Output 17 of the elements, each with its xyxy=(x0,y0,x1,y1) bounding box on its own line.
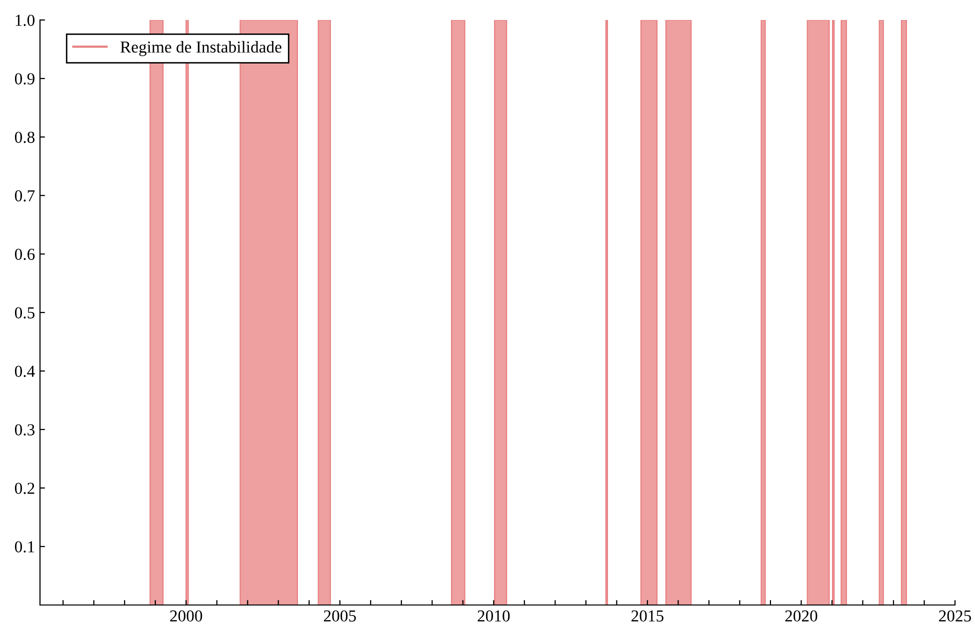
y-tick-label: 0.4 xyxy=(14,366,35,378)
x-tick-label: 2010 xyxy=(478,610,510,622)
y-tick-label: 0.2 xyxy=(14,482,34,494)
x-tick-label: 2005 xyxy=(324,610,356,622)
y-tick-label: 0.6 xyxy=(14,248,35,260)
y-tick-label: 0.9 xyxy=(14,73,34,85)
y-tick-label: 1.0 xyxy=(16,14,35,26)
y-tick-label: 0.5 xyxy=(14,307,34,319)
x-tick-label: 2020 xyxy=(785,610,818,622)
x-tick-label: 2015 xyxy=(632,610,664,622)
x-tick-label: 2025 xyxy=(939,610,972,622)
y-tick-label: 0.1 xyxy=(14,541,34,553)
y-tick-label: 0.3 xyxy=(14,424,34,436)
legend-label: Regime de Instabilidade xyxy=(120,40,282,56)
y-tick-label: 0.7 xyxy=(14,190,35,202)
y-tick-label: 0.8 xyxy=(14,132,35,144)
x-tick-label: 2000 xyxy=(170,610,202,622)
